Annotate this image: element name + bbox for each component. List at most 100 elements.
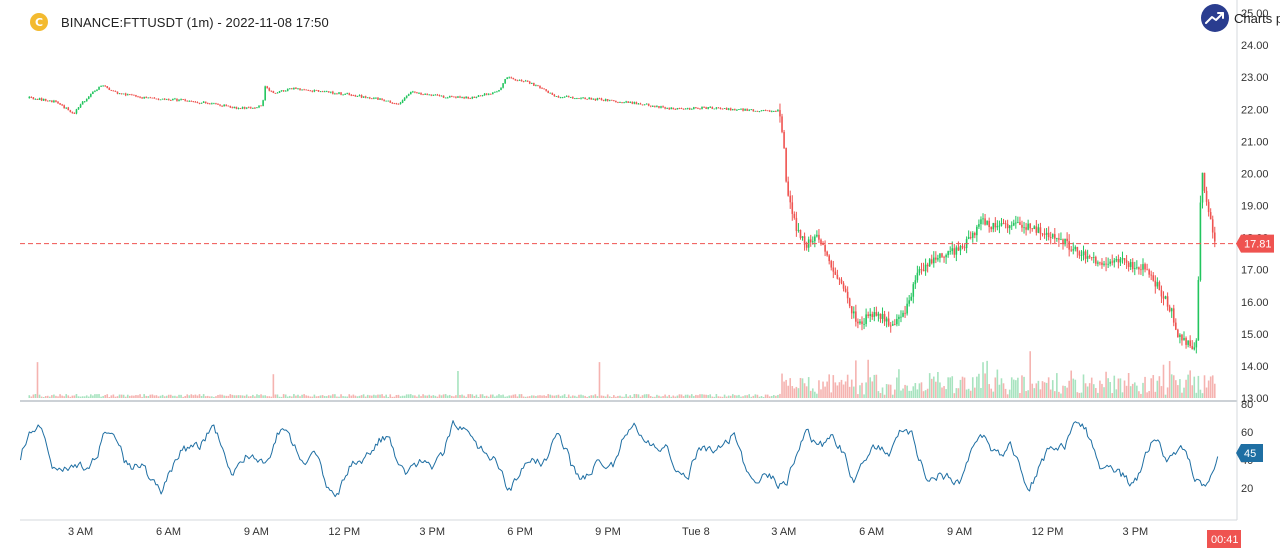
- candle: [297, 87, 299, 90]
- volume-bar: [1179, 379, 1181, 398]
- volume-bar: [875, 374, 878, 398]
- volume-bar: [658, 395, 660, 398]
- candle: [943, 255, 945, 263]
- candle: [680, 107, 683, 110]
- candle: [239, 107, 242, 110]
- volume-bar: [1170, 374, 1173, 398]
- volume-bar: [1109, 381, 1111, 398]
- candle: [949, 246, 951, 255]
- candle: [756, 110, 759, 112]
- price-tick-label: 21.00: [1241, 136, 1269, 148]
- volume-bar: [645, 394, 648, 398]
- volume-bar: [561, 395, 564, 398]
- candle: [477, 94, 480, 98]
- volume-bar: [1164, 394, 1167, 398]
- volume-bar: [1002, 383, 1005, 398]
- candle: [541, 87, 543, 89]
- time-axis-ticks: 3 AM 6 AM 9 AM 12 PM 3 PM 6 PM 9 PM Tue 8 3 AM 6 …: [68, 526, 1148, 538]
- candle: [1097, 260, 1099, 267]
- candle: [654, 105, 656, 108]
- volume-bar: [1049, 389, 1052, 398]
- candle: [293, 87, 295, 90]
- candle: [453, 96, 455, 98]
- volume-bar: [1082, 374, 1085, 398]
- volume-bar: [824, 386, 826, 398]
- candle: [434, 94, 437, 96]
- volume-bar: [740, 396, 742, 398]
- volume-bar: [1019, 392, 1021, 398]
- candle: [1115, 256, 1118, 263]
- candle: [149, 96, 152, 99]
- volume-bar: [100, 396, 102, 398]
- volume-bar: [855, 360, 857, 398]
- candle: [853, 306, 855, 319]
- volume-bar: [520, 394, 523, 398]
- volume-bar: [436, 396, 439, 398]
- candle: [1008, 224, 1011, 235]
- candle: [102, 85, 104, 87]
- candle: [930, 254, 933, 265]
- volume-bar: [604, 396, 607, 398]
- volume-bar: [30, 396, 33, 398]
- candle: [896, 314, 898, 327]
- volume-bar: [926, 388, 929, 398]
- candle: [1113, 258, 1116, 268]
- volume-bar: [602, 395, 605, 398]
- volume-bar: [773, 394, 775, 398]
- candle: [266, 85, 269, 89]
- volume-bar: [1193, 376, 1196, 398]
- volume-bar: [1195, 392, 1198, 398]
- volume-bar: [1051, 380, 1054, 398]
- volume-bar: [619, 395, 621, 398]
- candle: [455, 96, 457, 99]
- candle: [594, 98, 597, 101]
- candle: [980, 216, 982, 231]
- volume-bar: [664, 394, 666, 398]
- volume-bar: [873, 374, 876, 398]
- time-tick-label: 12 PM: [328, 526, 360, 538]
- candle: [939, 253, 941, 263]
- volume-bar: [182, 396, 184, 398]
- candle: [1010, 221, 1013, 230]
- volume-bar: [1021, 375, 1023, 398]
- brand-logo[interactable]: Charts p: [1201, 4, 1280, 32]
- candle: [705, 106, 707, 110]
- candle: [947, 250, 949, 258]
- volume-bar: [211, 396, 213, 398]
- volume-bar: [662, 396, 664, 398]
- candle: [569, 96, 572, 98]
- volume-bar: [1160, 386, 1163, 398]
- candle: [965, 236, 968, 254]
- candle: [1080, 250, 1083, 262]
- candle: [703, 106, 705, 108]
- time-tick-label: 3 AM: [68, 526, 93, 538]
- volume-bar: [1070, 370, 1073, 398]
- candle: [163, 98, 166, 101]
- volume-bar: [1086, 386, 1089, 398]
- volume-bar: [67, 395, 70, 398]
- candle: [850, 305, 853, 320]
- candle: [693, 106, 695, 110]
- volume-bar: [690, 394, 693, 398]
- volume-bar: [143, 394, 145, 398]
- candle: [533, 82, 535, 87]
- candle: [483, 93, 486, 96]
- volume-bar: [994, 377, 997, 398]
- volume-bar: [588, 395, 591, 398]
- candle: [153, 97, 156, 99]
- volume-bar: [887, 384, 890, 398]
- volume-bar: [980, 387, 982, 398]
- volume-bar: [1138, 391, 1140, 398]
- price-tick-label: 22.00: [1241, 104, 1269, 116]
- volume-bar: [775, 395, 777, 398]
- candle: [492, 92, 494, 95]
- volume-bar: [865, 382, 867, 398]
- candle: [832, 260, 835, 279]
- candle: [403, 97, 406, 101]
- volume-bar: [535, 395, 537, 398]
- candle: [1164, 295, 1167, 300]
- candle: [1117, 254, 1120, 269]
- candle: [773, 110, 775, 112]
- volume-bar: [988, 384, 990, 398]
